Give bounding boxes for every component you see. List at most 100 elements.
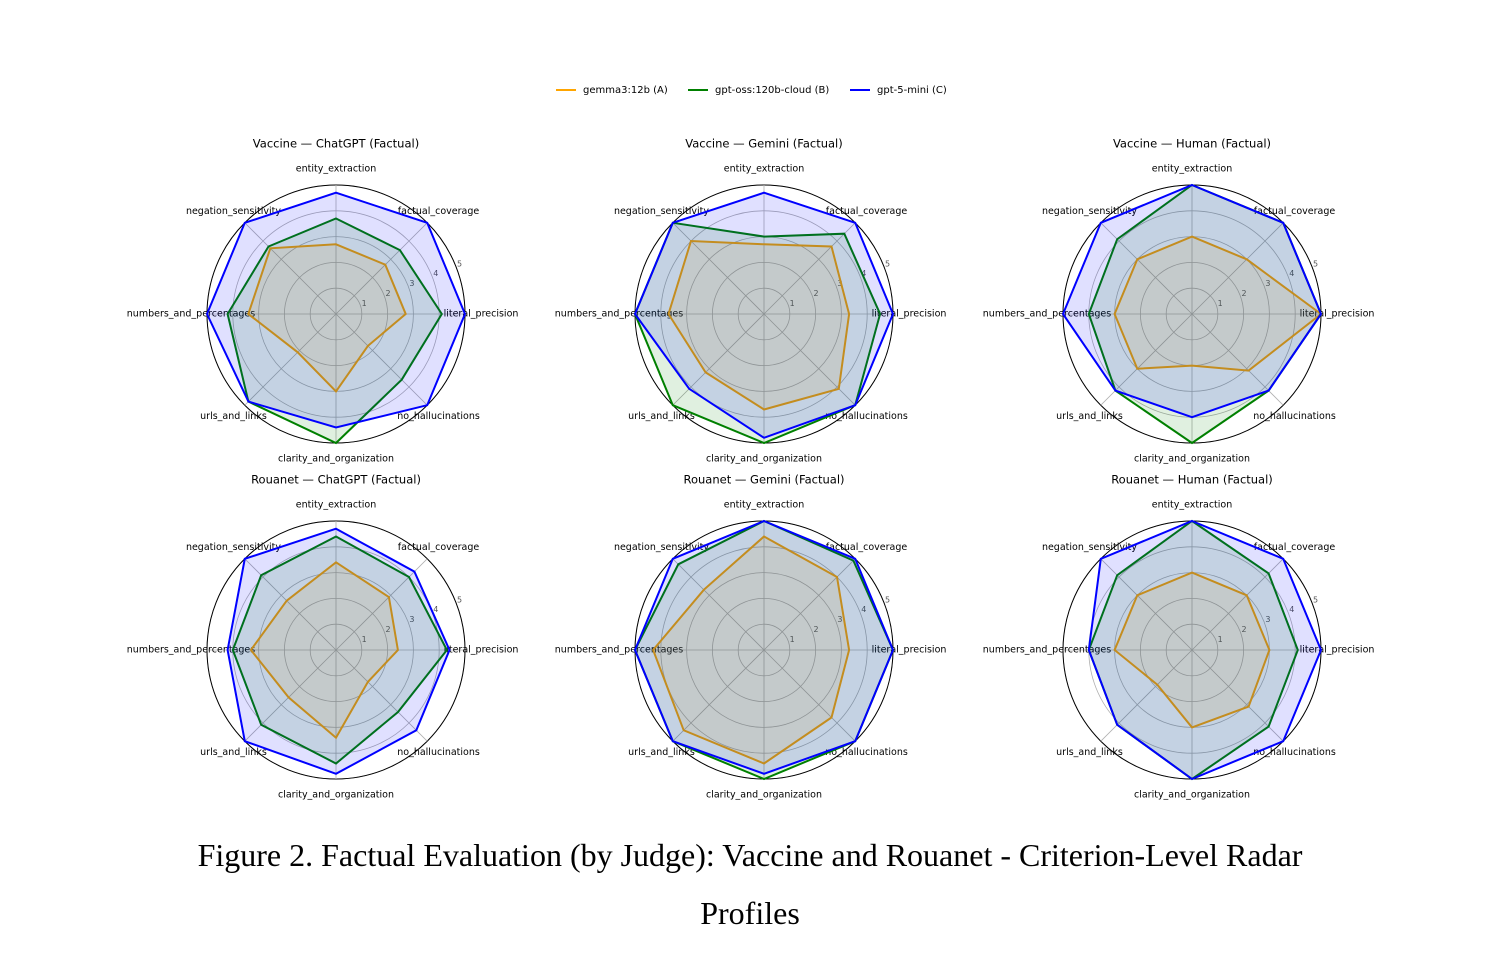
- legend-label: gpt-5-mini (C): [877, 85, 947, 96]
- spoke: [763, 222, 856, 315]
- r-tick-label: 4: [1289, 605, 1294, 614]
- r-tick-label: 4: [861, 269, 866, 278]
- series-area: [635, 521, 893, 779]
- series-line: [667, 239, 851, 411]
- r-tick-label: 5: [1313, 595, 1318, 604]
- spoke: [335, 558, 428, 651]
- spoke: [335, 222, 428, 315]
- chart-title: Vaccine — Gemini (Factual): [685, 137, 843, 151]
- axis-label: factual_coverage: [826, 206, 908, 217]
- spoke: [244, 558, 337, 651]
- series-area: [1114, 236, 1321, 371]
- axis-label: entity_extraction: [296, 164, 377, 175]
- spoke: [335, 313, 428, 406]
- r-tick-label: 2: [386, 625, 391, 634]
- r-tick-label: 1: [790, 635, 795, 644]
- spoke: [672, 558, 765, 651]
- series-line: [226, 527, 451, 775]
- legend-label: gpt-oss:120b-cloud (B): [715, 85, 829, 96]
- series-area: [1114, 572, 1270, 728]
- r-tick-label: 1: [362, 299, 367, 308]
- r-tick-label: 4: [433, 269, 438, 278]
- series-area: [668, 241, 850, 410]
- series-area: [248, 244, 406, 392]
- r-tick-label: 5: [885, 595, 890, 604]
- axis-label: factual_coverage: [826, 542, 908, 553]
- series-line: [633, 519, 895, 781]
- axis-label: clarity_and_organization: [706, 790, 822, 801]
- axis-label: no_hallucinations: [1253, 747, 1336, 758]
- r-tick-label: 2: [1242, 625, 1247, 634]
- axis-label: entity_extraction: [1152, 500, 1233, 511]
- series-area: [1088, 521, 1298, 779]
- axis-label: literal_precision: [1300, 309, 1375, 320]
- series-line: [1113, 235, 1323, 372]
- axis-label: urls_and_links: [628, 411, 695, 422]
- r-tick-label: 1: [790, 299, 795, 308]
- axis-label: entity_extraction: [724, 164, 805, 175]
- series-line: [1061, 183, 1323, 419]
- r-tick-label: 4: [1289, 269, 1294, 278]
- axis-label: entity_extraction: [724, 500, 805, 511]
- r-tick-label: 3: [837, 279, 842, 288]
- axis-label: clarity_and_organization: [1134, 454, 1250, 465]
- series-area: [1088, 185, 1321, 443]
- axis-label: numbers_and_percentages: [127, 645, 255, 656]
- r-tick-label: 4: [861, 605, 866, 614]
- figure-caption: Figure 2. Factual Evaluation (by Judge):…: [197, 837, 1303, 931]
- axis-label: clarity_and_organization: [278, 454, 394, 465]
- r-tick-label: 2: [814, 625, 819, 634]
- spoke: [763, 313, 856, 406]
- axis-label: numbers_and_percentages: [983, 645, 1111, 656]
- axis-label: no_hallucinations: [825, 747, 908, 758]
- spoke: [244, 649, 337, 742]
- series-line: [633, 519, 895, 775]
- series-line: [249, 561, 399, 740]
- axis-label: clarity_and_organization: [1134, 790, 1250, 801]
- axis-label: factual_coverage: [1254, 542, 1336, 553]
- axis-label: numbers_and_percentages: [555, 645, 683, 656]
- r-tick-label: 4: [433, 605, 438, 614]
- series-line: [633, 191, 895, 439]
- r-tick-label: 1: [362, 635, 367, 644]
- series-area: [227, 528, 450, 774]
- series-line: [226, 217, 443, 445]
- chart-title: Rouanet — ChatGPT (Factual): [251, 473, 421, 487]
- r-tick-label: 3: [409, 615, 414, 624]
- spoke: [244, 222, 337, 315]
- r-tick-label: 5: [885, 259, 890, 268]
- series-line: [651, 535, 851, 765]
- r-tick-label: 2: [1242, 289, 1247, 298]
- axis-label: urls_and_links: [200, 747, 267, 758]
- axis-label: factual_coverage: [398, 206, 480, 217]
- chart-title: Rouanet — Gemini (Factual): [684, 473, 845, 487]
- axis-label: factual_coverage: [1254, 206, 1336, 217]
- spoke: [335, 649, 428, 742]
- axis-label: negation_sensitivity: [1042, 206, 1137, 217]
- spoke: [1100, 649, 1193, 742]
- spoke: [763, 649, 856, 742]
- r-tick-label: 5: [1313, 259, 1318, 268]
- series-line: [247, 243, 407, 393]
- series-line: [1113, 571, 1271, 729]
- axis-label: literal_precision: [872, 645, 947, 656]
- chart-title: Rouanet — Human (Factual): [1111, 473, 1273, 487]
- axis-label: literal_precision: [872, 309, 947, 320]
- axis-label: factual_coverage: [398, 542, 480, 553]
- axis-label: entity_extraction: [1152, 164, 1233, 175]
- axis-label: entity_extraction: [296, 500, 377, 511]
- series-area: [635, 222, 881, 443]
- axis-label: numbers_and_percentages: [127, 309, 255, 320]
- series-area: [1063, 185, 1321, 418]
- axis-label: literal_precision: [444, 645, 519, 656]
- series-area: [635, 521, 893, 774]
- axis-label: urls_and_links: [1056, 411, 1123, 422]
- axis-label: negation_sensitivity: [614, 206, 709, 217]
- series-line: [1087, 519, 1323, 781]
- series-line: [205, 191, 467, 429]
- axis-label: negation_sensitivity: [614, 542, 709, 553]
- r-tick-label: 3: [837, 615, 842, 624]
- r-tick-label: 5: [457, 595, 462, 604]
- series-area: [207, 192, 465, 428]
